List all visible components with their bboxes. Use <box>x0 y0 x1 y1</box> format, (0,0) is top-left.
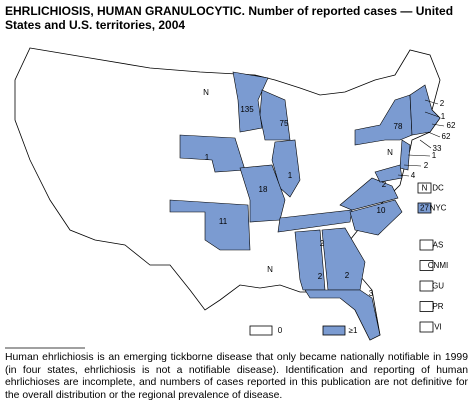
box <box>417 202 432 214</box>
state <box>259 89 291 141</box>
state-value: N <box>387 148 393 157</box>
state-value: 1 <box>432 151 437 160</box>
footnote: Human ehrlichiosis is an emerging tickbo… <box>5 352 468 401</box>
title: EHRLICHIOSIS, HUMAN GRANULOCYTIC. Number… <box>5 4 454 32</box>
state-value: 1 <box>205 153 210 162</box>
leader <box>424 99 439 105</box>
legend-label: ≥1 <box>349 326 358 335</box>
inset-label: DC <box>432 184 444 193</box>
state-value: 62 <box>447 121 456 130</box>
state <box>374 164 403 183</box>
state-value: 135 <box>240 105 254 114</box>
leader <box>407 154 431 157</box>
territory-label: GU <box>432 282 444 291</box>
inset-value: 27 <box>420 204 429 213</box>
state-value: 2 <box>424 161 429 170</box>
territory-label: AS <box>433 241 444 250</box>
state-value: 1 <box>288 171 293 180</box>
state <box>304 289 381 341</box>
state <box>277 209 353 233</box>
leader <box>427 131 441 138</box>
state-value: 3 <box>369 289 374 298</box>
legend-swatch <box>322 325 346 336</box>
state-value: 11 <box>219 217 228 226</box>
state-value: 2 <box>320 239 325 248</box>
state <box>339 177 399 211</box>
leader <box>419 139 432 149</box>
state <box>271 139 301 198</box>
leader <box>397 174 410 177</box>
state-value: 78 <box>394 122 403 131</box>
state <box>409 84 441 136</box>
state-value: 4 <box>411 171 416 180</box>
box <box>419 260 434 271</box>
box <box>419 280 434 292</box>
box <box>419 239 434 251</box>
state <box>232 71 269 133</box>
inset-value: N <box>422 184 428 193</box>
legend-label: 0 <box>278 326 283 335</box>
state <box>399 139 411 171</box>
state <box>169 199 251 251</box>
inset-label: NYC <box>430 204 447 213</box>
state-value: 2 <box>345 271 350 280</box>
state-value: 1 <box>441 112 446 121</box>
leader-lines <box>397 99 445 177</box>
state-value: 62 <box>442 132 451 141</box>
state-value: 33 <box>433 144 442 153</box>
state-value: 10 <box>377 206 386 215</box>
state-value: 2 <box>318 272 323 281</box>
leader <box>431 123 445 127</box>
state-value: 2 <box>440 99 445 108</box>
territory-label: PR <box>432 302 443 311</box>
box <box>417 182 432 194</box>
legend-swatch <box>249 325 273 336</box>
territory-label: CNMI <box>428 261 448 270</box>
state <box>321 227 366 291</box>
box <box>419 301 434 312</box>
state-value: 2 <box>382 180 387 189</box>
state-value: N <box>267 265 273 274</box>
state-value: N <box>203 88 209 97</box>
leader <box>403 164 422 167</box>
state <box>349 199 403 236</box>
box <box>419 321 434 333</box>
state-value: 18 <box>259 185 268 194</box>
reporting-states <box>169 71 441 341</box>
state <box>179 134 246 173</box>
leader <box>424 111 440 118</box>
territory-label: VI <box>434 323 442 332</box>
state-value: 75 <box>280 119 289 128</box>
